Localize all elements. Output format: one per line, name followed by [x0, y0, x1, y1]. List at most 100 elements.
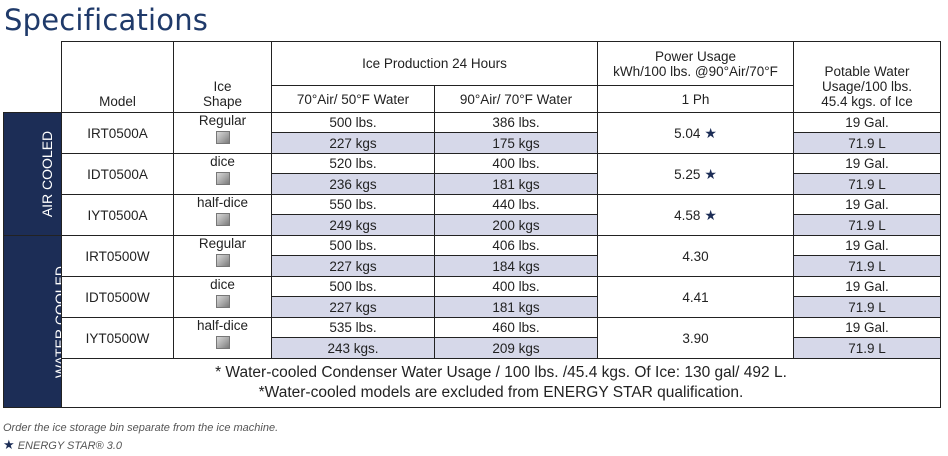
power-value: 3.90 [682, 330, 709, 346]
cell-potable-gal: 19 Gal. [793, 112, 941, 133]
note-energy-star-exclusion: *Water-cooled models are excluded from E… [258, 384, 744, 401]
cell-potable-gal: 19 Gal. [793, 194, 941, 215]
table-row-metric: 227 kgs 181 kgs 71.9 L [4, 296, 941, 318]
cell-prod-90-kgs: 175 kgs [434, 132, 598, 154]
cell-potable-liters: 71.9 L [793, 337, 941, 359]
page-title: Specifications [4, 3, 209, 37]
cell-prod-90-kgs: 209 kgs [434, 337, 598, 359]
notes-row: * Water-cooled Condenser Water Usage / 1… [4, 358, 941, 408]
ice-shape-label: dice [210, 277, 235, 293]
ice-cube-icon [215, 254, 230, 267]
cell-prod-70-kgs: 236 kgs [271, 173, 435, 195]
order-note: Order the ice storage bin separate from … [3, 422, 279, 434]
header-water-90-70: 90°Air/ 70°F Water [434, 85, 598, 113]
cell-prod-70-lbs: 550 lbs. [271, 194, 435, 215]
header-potable-line3: 45.4 kgs. of Ice [821, 94, 913, 109]
table-row-metric: 227 kgs 184 kgs 71.9 L [4, 255, 941, 277]
energy-star-label: ENERGY STAR® 3.0 [17, 440, 123, 452]
group-label: AIR COOLED [39, 130, 56, 218]
ice-shape-label: Regular [198, 236, 247, 252]
header-potable-line1: Potable Water [824, 64, 910, 79]
cell-potable-gal: 19 Gal. [793, 235, 941, 256]
header-power-line2: kWh/100 lbs. @90°Air/70°F [613, 63, 778, 79]
table-row: IDT0500W dice 500 lbs. 400 lbs. 4.41 19 Gal. [4, 276, 941, 318]
power-value: 5.04 [674, 125, 701, 141]
cell-prod-70-lbs: 500 lbs. [271, 276, 435, 297]
table-row: AIR COOLED IRT0500A Regular 500 lbs. 386 lbs… [3, 112, 941, 236]
cell-potable-liters: 71.9 L [793, 132, 941, 154]
corner-blank [3, 41, 62, 113]
ice-shape-label: half-dice [196, 195, 249, 211]
cell-prod-70-kgs: 249 kgs [271, 214, 435, 236]
cell-prod-70-lbs: 500 lbs. [271, 112, 435, 133]
cell-potable-gal: 19 Gal. [793, 153, 941, 174]
cell-potable-liters: 71.9 L [793, 255, 941, 277]
cell-prod-90-kgs: 181 kgs [434, 173, 598, 195]
cell-prod-70-kgs: 227 kgs [271, 255, 435, 277]
table-row: IYT0500W half-dice 535 lbs. 460 lbs. 3.90 19 … [4, 317, 941, 359]
table-row-metric: 243 kgs. 209 kgs 71.9 L [4, 337, 941, 359]
header-ice-production: Ice Production 24 Hours [271, 41, 598, 86]
cell-model: IYT0500A [61, 194, 174, 236]
cell-model: IYT0500W [61, 317, 174, 359]
cell-prod-90-kgs: 184 kgs [434, 255, 598, 277]
group-air-cooled: AIR COOLED [3, 112, 62, 236]
header-model: Model [61, 41, 174, 113]
cell-prod-90-lbs: 400 lbs. [434, 153, 598, 174]
header-power-line1: Power Usage [654, 48, 737, 64]
ice-cube-icon [215, 213, 230, 226]
specifications-table: Model Ice Shape Ice Production 24 Hours … [3, 41, 941, 408]
header-water-70-50: 70°Air/ 50°F Water [271, 85, 435, 113]
cell-potable-liters: 71.9 L [793, 296, 941, 318]
cell-ice-shape: Regular [173, 235, 272, 277]
cell-ice-shape: half-dice [173, 317, 272, 359]
header-ice-shape: Ice Shape [173, 41, 272, 113]
energy-star-icon: ★ [704, 124, 717, 141]
energy-star-note: ★ ENERGY STAR® 3.0 [3, 437, 122, 453]
group-water-cooled: WATER COOLED [3, 235, 62, 408]
header-potable-line2: Usage/100 lbs. [821, 79, 913, 94]
header-power-1ph: 1 Ph [597, 85, 794, 113]
table-row-metric: 236 kgs 181 kgs 71.9 L [4, 173, 941, 195]
power-value: 4.41 [682, 289, 709, 305]
header-potable-water: Potable Water Usage/100 lbs. 45.4 kgs. o… [793, 41, 941, 113]
table-row: WATER COOLED IRT0500W Regular 500 lbs. 406 l… [3, 235, 941, 408]
energy-star-icon: ★ [704, 206, 717, 223]
cell-power: 5.04 ★ [597, 112, 794, 154]
cell-power: 5.25 ★ [597, 153, 794, 195]
header-power-usage: Power Usage kWh/100 lbs. @90°Air/70°F [597, 41, 794, 86]
cell-power: 4.41 [597, 276, 794, 318]
power-value: 5.25 [674, 166, 701, 182]
cell-potable-gal: 19 Gal. [793, 276, 941, 297]
power-value: 4.30 [682, 248, 709, 264]
ice-shape-label: Regular [198, 113, 247, 129]
group-label: WATER COOLED [52, 265, 62, 378]
cell-ice-shape: Regular [173, 112, 272, 154]
cell-model: IRT0500A [61, 112, 174, 154]
cell-power: 4.30 [597, 235, 794, 277]
cell-model: IDT0500W [61, 276, 174, 318]
cell-prod-70-kgs: 243 kgs. [271, 337, 435, 359]
cell-prod-90-lbs: 440 lbs. [434, 194, 598, 215]
cell-prod-90-lbs: 400 lbs. [434, 276, 598, 297]
cell-prod-70-lbs: 520 lbs. [271, 153, 435, 174]
ice-cube-icon [215, 131, 230, 144]
energy-star-icon: ★ [3, 437, 15, 452]
ice-shape-label: dice [210, 154, 235, 170]
cell-prod-90-kgs: 200 kgs [434, 214, 598, 236]
energy-star-icon: ★ [704, 165, 717, 182]
power-value: 4.58 [674, 207, 701, 223]
cell-potable-liters: 71.9 L [793, 173, 941, 195]
cell-prod-90-lbs: 460 lbs. [434, 317, 598, 338]
table-row-metric: 227 kgs 175 kgs 71.9 L [4, 132, 941, 154]
cell-prod-70-kgs: 227 kgs [271, 132, 435, 154]
cell-power: 4.58 ★ [597, 194, 794, 236]
cell-prod-70-lbs: 535 lbs. [271, 317, 435, 338]
cell-prod-70-lbs: 500 lbs. [271, 235, 435, 256]
cell-potable-liters: 71.9 L [793, 214, 941, 236]
note-condenser-usage: * Water-cooled Condenser Water Usage / 1… [215, 364, 787, 381]
cell-model: IRT0500W [61, 235, 174, 277]
cell-prod-90-kgs: 181 kgs [434, 296, 598, 318]
cell-model: IDT0500A [61, 153, 174, 195]
table-row: IDT0500A dice 520 lbs. 400 lbs. 5.25 ★ 19 Gal. [4, 153, 941, 195]
